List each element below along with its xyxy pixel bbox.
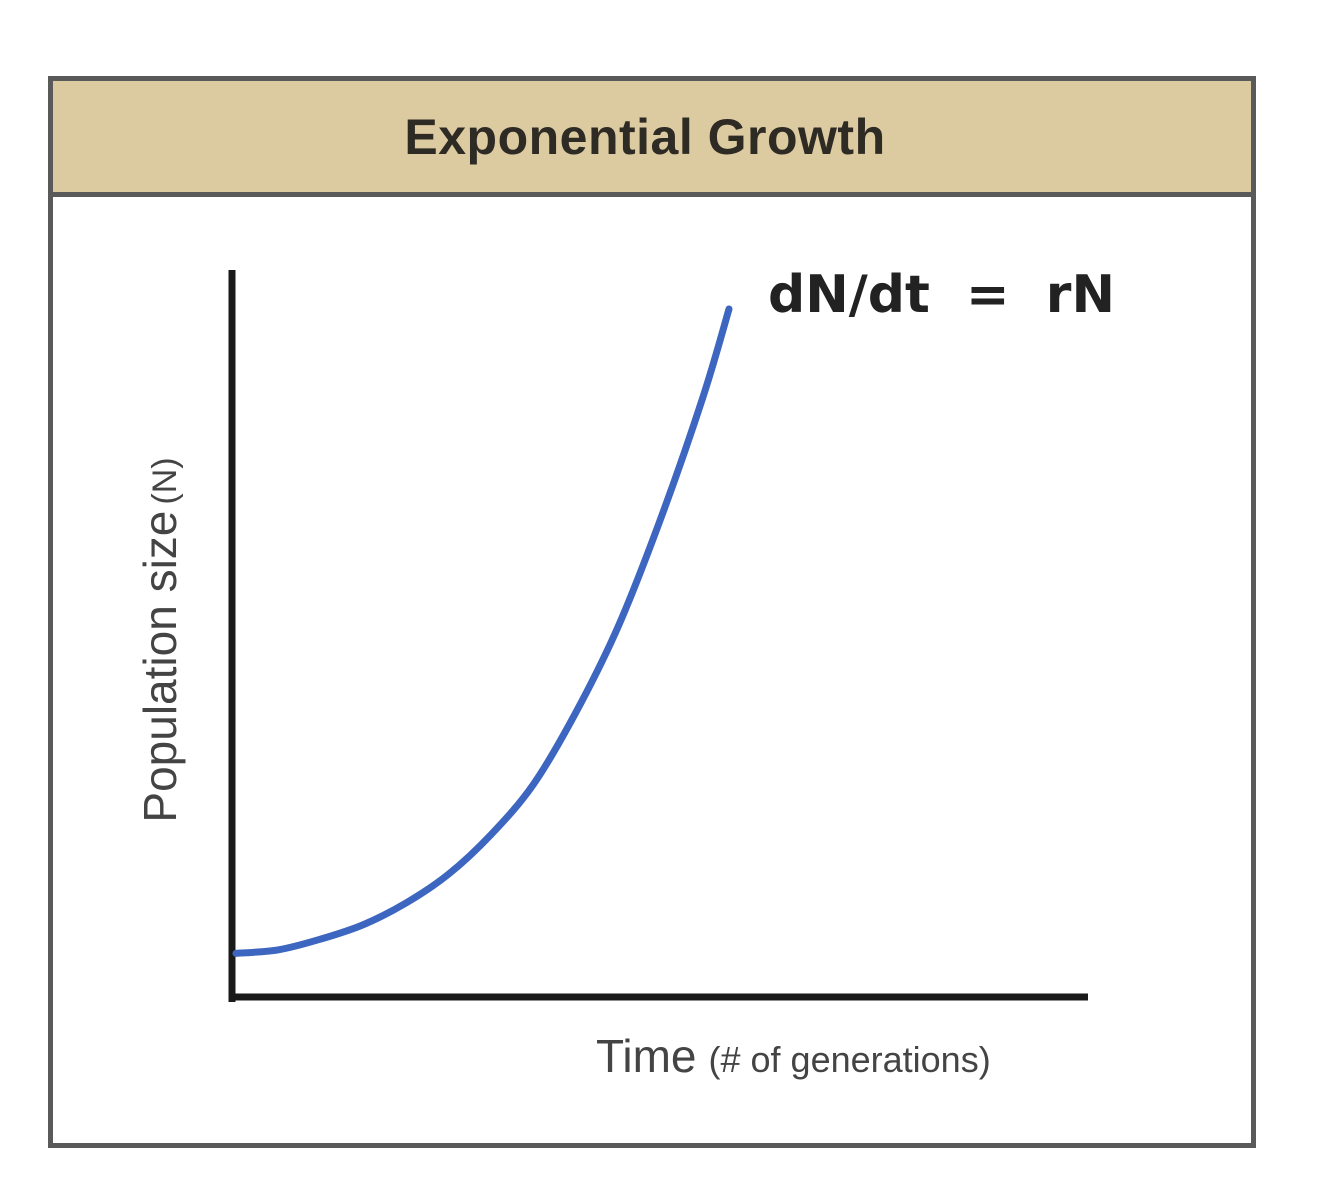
y-axis-label: Population size (N) [134,457,186,822]
chart-title: Exponential Growth [404,108,886,165]
x-axis-label-main: Time [596,1030,697,1082]
y-axis-label-sub: (N) [146,457,184,504]
y-axis-label-main: Population size [134,511,186,823]
chart-header: Exponential Growth [53,81,1251,197]
chart-frame: Exponential Growth [48,76,1256,1148]
series-line-exponential [232,305,733,957]
x-axis-label: Time (# of generations) [596,1030,991,1082]
x-axis-label-sub: (# of generations) [709,1039,991,1080]
equation-label: dN/dt = rN [768,265,1115,325]
